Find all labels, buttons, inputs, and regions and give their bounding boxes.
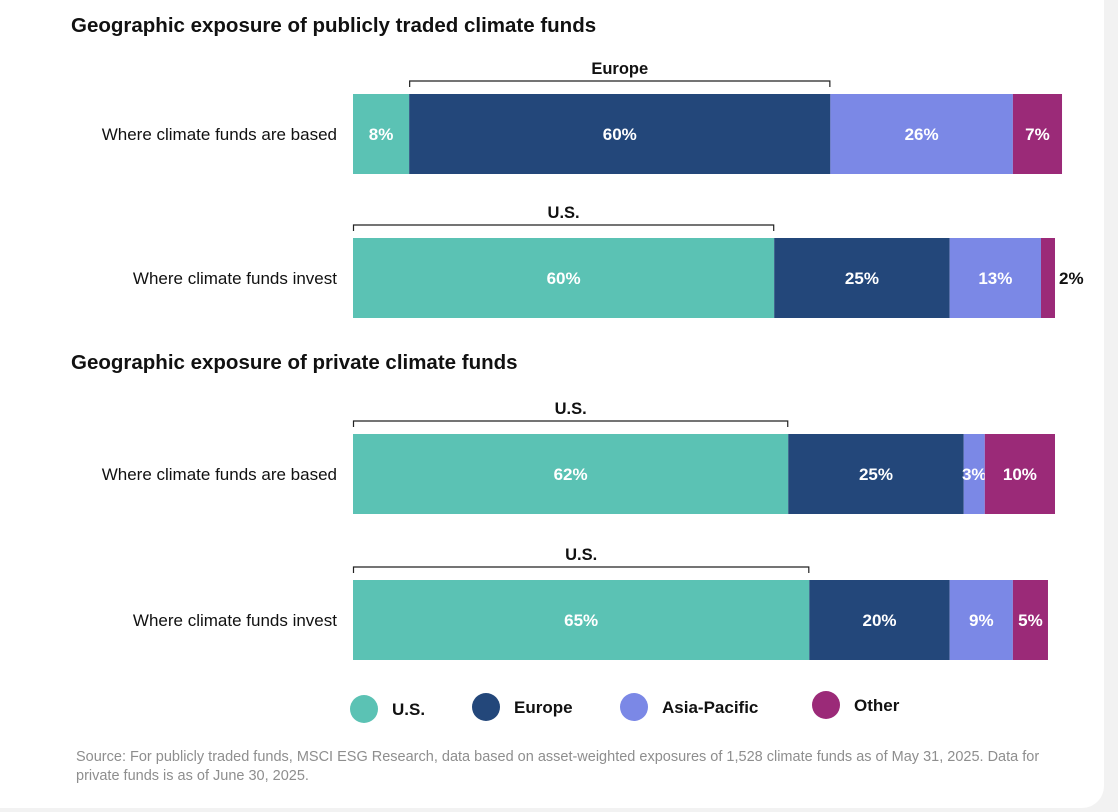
- bracket-line: [352, 566, 810, 573]
- bar-segment: [949, 580, 1013, 660]
- data-label: 7%: [1025, 125, 1050, 144]
- row-label: Where climate funds invest: [133, 269, 337, 288]
- legend-label: Asia-Pacific: [662, 698, 758, 717]
- chart-title: Geographic exposure of private climate f…: [71, 351, 518, 374]
- source-note: Source: For publicly traded funds, MSCI …: [76, 749, 1040, 784]
- legend-label: U.S.: [392, 700, 425, 719]
- data-label: 25%: [859, 465, 893, 484]
- legend-label: Other: [854, 696, 900, 715]
- data-label: 60%: [603, 125, 637, 144]
- bar-segment: [353, 238, 775, 318]
- bar-segment: [353, 94, 410, 174]
- bar-segment: [353, 580, 810, 660]
- bracket-label: U.S.: [555, 400, 587, 418]
- bracket-line: [352, 224, 775, 231]
- bar-segment: [409, 94, 831, 174]
- data-label: 20%: [862, 611, 896, 630]
- legend-swatch: [812, 691, 840, 719]
- data-label: 25%: [845, 269, 879, 288]
- bar-segment: [830, 94, 1013, 174]
- legend-swatch: [472, 693, 500, 721]
- bar-segment: [1012, 580, 1048, 660]
- data-label: 65%: [564, 611, 598, 630]
- data-label: 8%: [369, 125, 394, 144]
- bar-segment: [809, 580, 950, 660]
- bracket-line: [352, 420, 789, 427]
- data-label: 10%: [1003, 465, 1037, 484]
- bracket-label: U.S.: [548, 204, 580, 222]
- row-label: Where climate funds invest: [133, 611, 337, 630]
- chart-title: Geographic exposure of publicly traded c…: [71, 14, 596, 37]
- bar-segment: [1012, 94, 1063, 174]
- bar-segment: [353, 434, 789, 514]
- legend-swatch: [350, 695, 378, 723]
- data-label: 3%: [962, 465, 987, 484]
- data-label: 26%: [905, 125, 939, 144]
- legend-swatch: [620, 693, 648, 721]
- bracket-line: [409, 80, 831, 87]
- data-label: 13%: [978, 269, 1012, 288]
- data-label: 5%: [1018, 611, 1043, 630]
- legend-label: Europe: [514, 698, 573, 717]
- data-label: 2%: [1059, 269, 1084, 288]
- stacked-bar-chart: Geographic exposure of publicly traded c…: [71, 14, 1084, 723]
- row-label: Where climate funds are based: [102, 125, 337, 144]
- bracket-label: Europe: [591, 60, 648, 78]
- bar-segment: [788, 434, 964, 514]
- row-label: Where climate funds are based: [102, 465, 337, 484]
- bar-segment: [984, 434, 1055, 514]
- data-label: 62%: [554, 465, 588, 484]
- bar-segment: [774, 238, 950, 318]
- bar-segment: [949, 238, 1041, 318]
- data-label: 60%: [547, 269, 581, 288]
- bracket-label: U.S.: [565, 546, 597, 564]
- bar-segment: [963, 434, 985, 514]
- data-label: 9%: [969, 611, 994, 630]
- bar-segment: [1040, 238, 1055, 318]
